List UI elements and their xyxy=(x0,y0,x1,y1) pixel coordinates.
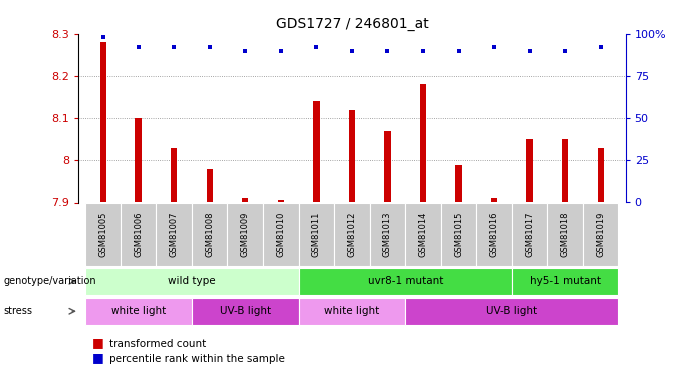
Bar xyxy=(85,298,192,325)
Bar xyxy=(85,268,299,295)
Point xyxy=(595,44,606,50)
Text: white light: white light xyxy=(111,306,166,316)
Bar xyxy=(299,298,405,325)
Text: GSM81006: GSM81006 xyxy=(134,211,143,257)
Text: GSM81012: GSM81012 xyxy=(347,211,356,257)
Bar xyxy=(263,203,299,266)
Text: ■: ■ xyxy=(92,336,107,349)
Bar xyxy=(512,268,619,295)
Text: GSM81005: GSM81005 xyxy=(99,211,107,257)
Point xyxy=(346,48,358,54)
Bar xyxy=(405,203,441,266)
Text: UV-B light: UV-B light xyxy=(486,306,537,316)
Bar xyxy=(526,139,533,202)
Text: GSM81019: GSM81019 xyxy=(596,211,605,257)
Bar xyxy=(512,203,547,266)
Text: GSM81009: GSM81009 xyxy=(241,211,250,257)
Point xyxy=(311,44,322,50)
Bar xyxy=(192,203,228,266)
Bar xyxy=(228,203,263,266)
Bar xyxy=(491,198,497,202)
Bar xyxy=(349,110,355,202)
Text: GSM81013: GSM81013 xyxy=(383,211,392,257)
Bar xyxy=(299,268,512,295)
Text: GSM81015: GSM81015 xyxy=(454,211,463,257)
Text: wild type: wild type xyxy=(168,276,216,286)
Bar xyxy=(562,139,568,202)
Bar xyxy=(192,298,299,325)
Bar xyxy=(334,203,370,266)
Point xyxy=(524,48,535,54)
Text: hy5-1 mutant: hy5-1 mutant xyxy=(530,276,600,286)
Bar xyxy=(598,148,604,202)
Text: percentile rank within the sample: percentile rank within the sample xyxy=(109,354,285,364)
Bar xyxy=(100,42,106,203)
Text: GSM81010: GSM81010 xyxy=(276,211,286,257)
Bar xyxy=(547,203,583,266)
Bar xyxy=(405,298,619,325)
Point xyxy=(560,48,571,54)
Point xyxy=(204,44,215,50)
Bar xyxy=(384,131,390,203)
Point xyxy=(453,48,464,54)
Text: GSM81008: GSM81008 xyxy=(205,211,214,257)
Point xyxy=(98,34,109,40)
Bar xyxy=(156,203,192,266)
Bar xyxy=(441,203,476,266)
Text: ■: ■ xyxy=(92,351,107,364)
Text: GSM81017: GSM81017 xyxy=(525,211,534,257)
Bar xyxy=(456,165,462,202)
Text: white light: white light xyxy=(324,306,379,316)
Point xyxy=(489,44,500,50)
Text: GSM81007: GSM81007 xyxy=(170,211,179,257)
Point xyxy=(133,44,144,50)
Point xyxy=(240,48,251,54)
Bar xyxy=(85,203,121,266)
Text: GSM81018: GSM81018 xyxy=(561,211,570,257)
Text: stress: stress xyxy=(3,306,33,316)
Text: uvr8-1 mutant: uvr8-1 mutant xyxy=(367,276,443,286)
Bar xyxy=(277,200,284,202)
Title: GDS1727 / 246801_at: GDS1727 / 246801_at xyxy=(275,17,428,32)
Bar xyxy=(121,203,156,266)
Point xyxy=(169,44,180,50)
Point xyxy=(275,48,286,54)
Bar xyxy=(299,203,334,266)
Bar xyxy=(583,203,619,266)
Bar xyxy=(135,118,142,202)
Text: transformed count: transformed count xyxy=(109,339,206,349)
Bar xyxy=(476,203,512,266)
Text: UV-B light: UV-B light xyxy=(220,306,271,316)
Bar xyxy=(370,203,405,266)
Bar xyxy=(171,148,177,202)
Text: GSM81016: GSM81016 xyxy=(490,211,498,257)
Bar xyxy=(313,101,320,202)
Point xyxy=(418,48,428,54)
Bar xyxy=(242,198,248,202)
Text: genotype/variation: genotype/variation xyxy=(3,276,96,286)
Bar xyxy=(420,84,426,203)
Point xyxy=(382,48,393,54)
Text: GSM81011: GSM81011 xyxy=(312,211,321,257)
Text: GSM81014: GSM81014 xyxy=(418,211,428,257)
Bar xyxy=(207,169,213,202)
